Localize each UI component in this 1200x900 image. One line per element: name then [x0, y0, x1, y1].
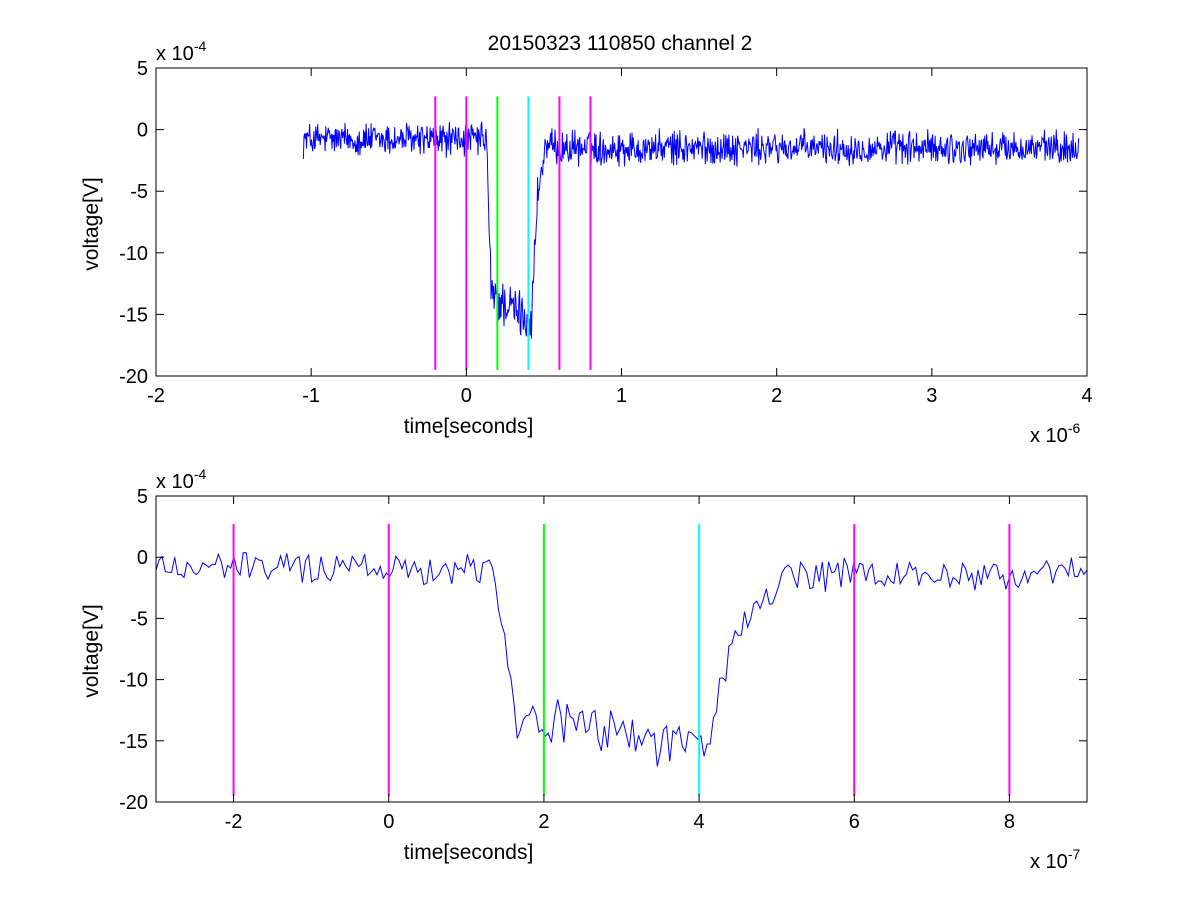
bottom-y-ticks: 5 0 -5 -10 -15 -20 — [119, 486, 1087, 814]
bottom-x-multiplier-base: x 10 — [1030, 851, 1068, 873]
bottom-x-tick-label: 4 — [694, 811, 705, 833]
bottom-y-tick-label: 0 — [137, 547, 148, 569]
top-y-tick-label: 5 — [137, 58, 148, 80]
top-x-tick-label: -2 — [147, 385, 165, 407]
bottom-subplot: -2 0 2 4 6 8 50-5-10-15-20 time[seconds] volt… — [80, 466, 1088, 873]
bottom-y-tick-label: -15 — [119, 731, 148, 753]
bottom-x-ticks: -2 0 2 4 6 8 — [225, 496, 1015, 833]
bottom-marker-lines — [232, 524, 1011, 796]
bottom-y-tick-label: 5 — [137, 486, 148, 508]
top-x-multiplier: x 10-6 — [1030, 420, 1080, 447]
bottom-x-tick-label: 6 — [849, 811, 860, 833]
top-y-tick-label: -20 — [119, 366, 148, 388]
top-voltage-trace — [302, 121, 1080, 339]
bottom-y-multiplier-exp: -4 — [194, 466, 207, 482]
top-trace-group — [302, 121, 1080, 339]
bottom-trace-group — [155, 552, 1088, 767]
top-y-axis-label: voltage[V] — [80, 177, 103, 270]
top-y-multiplier-base: x 10 — [156, 43, 194, 65]
top-y-tick-label: -15 — [119, 304, 148, 326]
top-x-tick-label: 1 — [616, 385, 627, 407]
bottom-x-multiplier-exp: -7 — [1068, 846, 1081, 862]
top-x-tick-label: 2 — [771, 385, 782, 407]
top-y-ticks: 5 0 -5 -10 -15 -20 — [119, 58, 1087, 388]
top-x-tick-label: -1 — [302, 385, 320, 407]
top-x-tick-label: 4 — [1081, 385, 1092, 407]
bottom-y-tick-label: -5 — [130, 608, 148, 630]
top-x-axis-label: time[seconds] — [404, 415, 534, 438]
bottom-x-tick-label: -2 — [225, 811, 243, 833]
top-x-tick-label: 3 — [926, 385, 937, 407]
top-y-tick-label: -10 — [119, 243, 148, 265]
top-x-tick-label: 0 — [461, 385, 472, 407]
bottom-voltage-trace — [155, 552, 1088, 767]
top-x-multiplier-exp: -6 — [1068, 420, 1081, 436]
bottom-x-tick-label: 2 — [538, 811, 549, 833]
bottom-x-axis-label: time[seconds] — [404, 841, 534, 864]
bottom-y-tick-label: -10 — [119, 670, 148, 692]
chart-title: 20150323 110850 channel 2 — [488, 32, 753, 55]
top-y-multiplier: x 10-4 — [156, 38, 206, 65]
bottom-x-multiplier: x 10-7 — [1030, 846, 1080, 873]
top-x-multiplier-base: x 10 — [1030, 425, 1068, 447]
top-y-multiplier-exp: -4 — [194, 38, 207, 54]
top-y-tick-label: -5 — [130, 181, 148, 203]
bottom-x-tick-label: 8 — [1004, 811, 1015, 833]
top-y-tick-label: 0 — [137, 120, 148, 142]
top-x-ticks: -2 -1 0 1 2 3 4 — [147, 68, 1093, 407]
bottom-x-tick-label: 0 — [383, 811, 394, 833]
bottom-y-multiplier: x 10-4 — [156, 466, 206, 493]
top-marker-lines — [434, 96, 592, 370]
bottom-y-tick-label: -20 — [119, 792, 148, 814]
bottom-y-axis-label: voltage[V] — [80, 604, 103, 697]
top-subplot: -2 -1 0 1 2 3 4 50-5-10-15-20 time[seconds] vo… — [80, 38, 1093, 447]
bottom-y-multiplier-base: x 10 — [156, 471, 194, 493]
bottom-axes-frame — [155, 495, 1088, 803]
